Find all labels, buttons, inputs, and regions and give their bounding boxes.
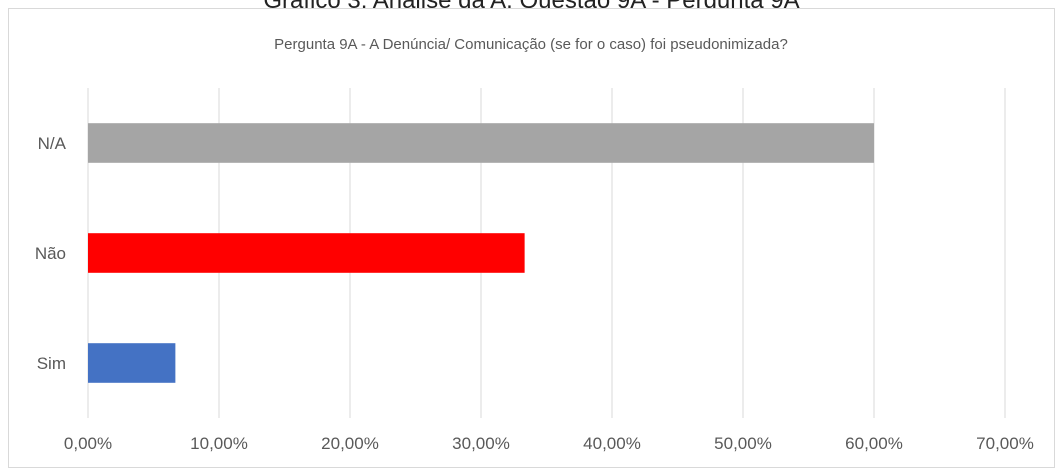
- y-axis-categories: N/A Não Sim: [35, 134, 67, 373]
- x-tick-label: 10,00%: [190, 434, 248, 453]
- category-label: N/A: [38, 134, 67, 153]
- bars: [88, 123, 874, 383]
- bar: [88, 233, 525, 273]
- x-tick-label: 30,00%: [452, 434, 510, 453]
- x-tick-label: 20,00%: [321, 434, 379, 453]
- x-tick-label: 60,00%: [845, 434, 903, 453]
- chart-title: Pergunta 9A - A Denúncia/ Comunicação (s…: [274, 36, 788, 53]
- category-label: Sim: [37, 354, 66, 373]
- bar: [88, 123, 874, 163]
- x-axis-ticks: 0,00% 10,00% 20,00% 30,00% 40,00% 50,00% 60,00…: [64, 434, 1034, 453]
- bar: [88, 343, 176, 383]
- category-label: Não: [35, 244, 66, 263]
- x-tick-label: 70,00%: [976, 434, 1034, 453]
- x-tick-label: 0,00%: [64, 434, 112, 453]
- x-tick-label: 50,00%: [714, 434, 772, 453]
- x-tick-label: 40,00%: [583, 434, 641, 453]
